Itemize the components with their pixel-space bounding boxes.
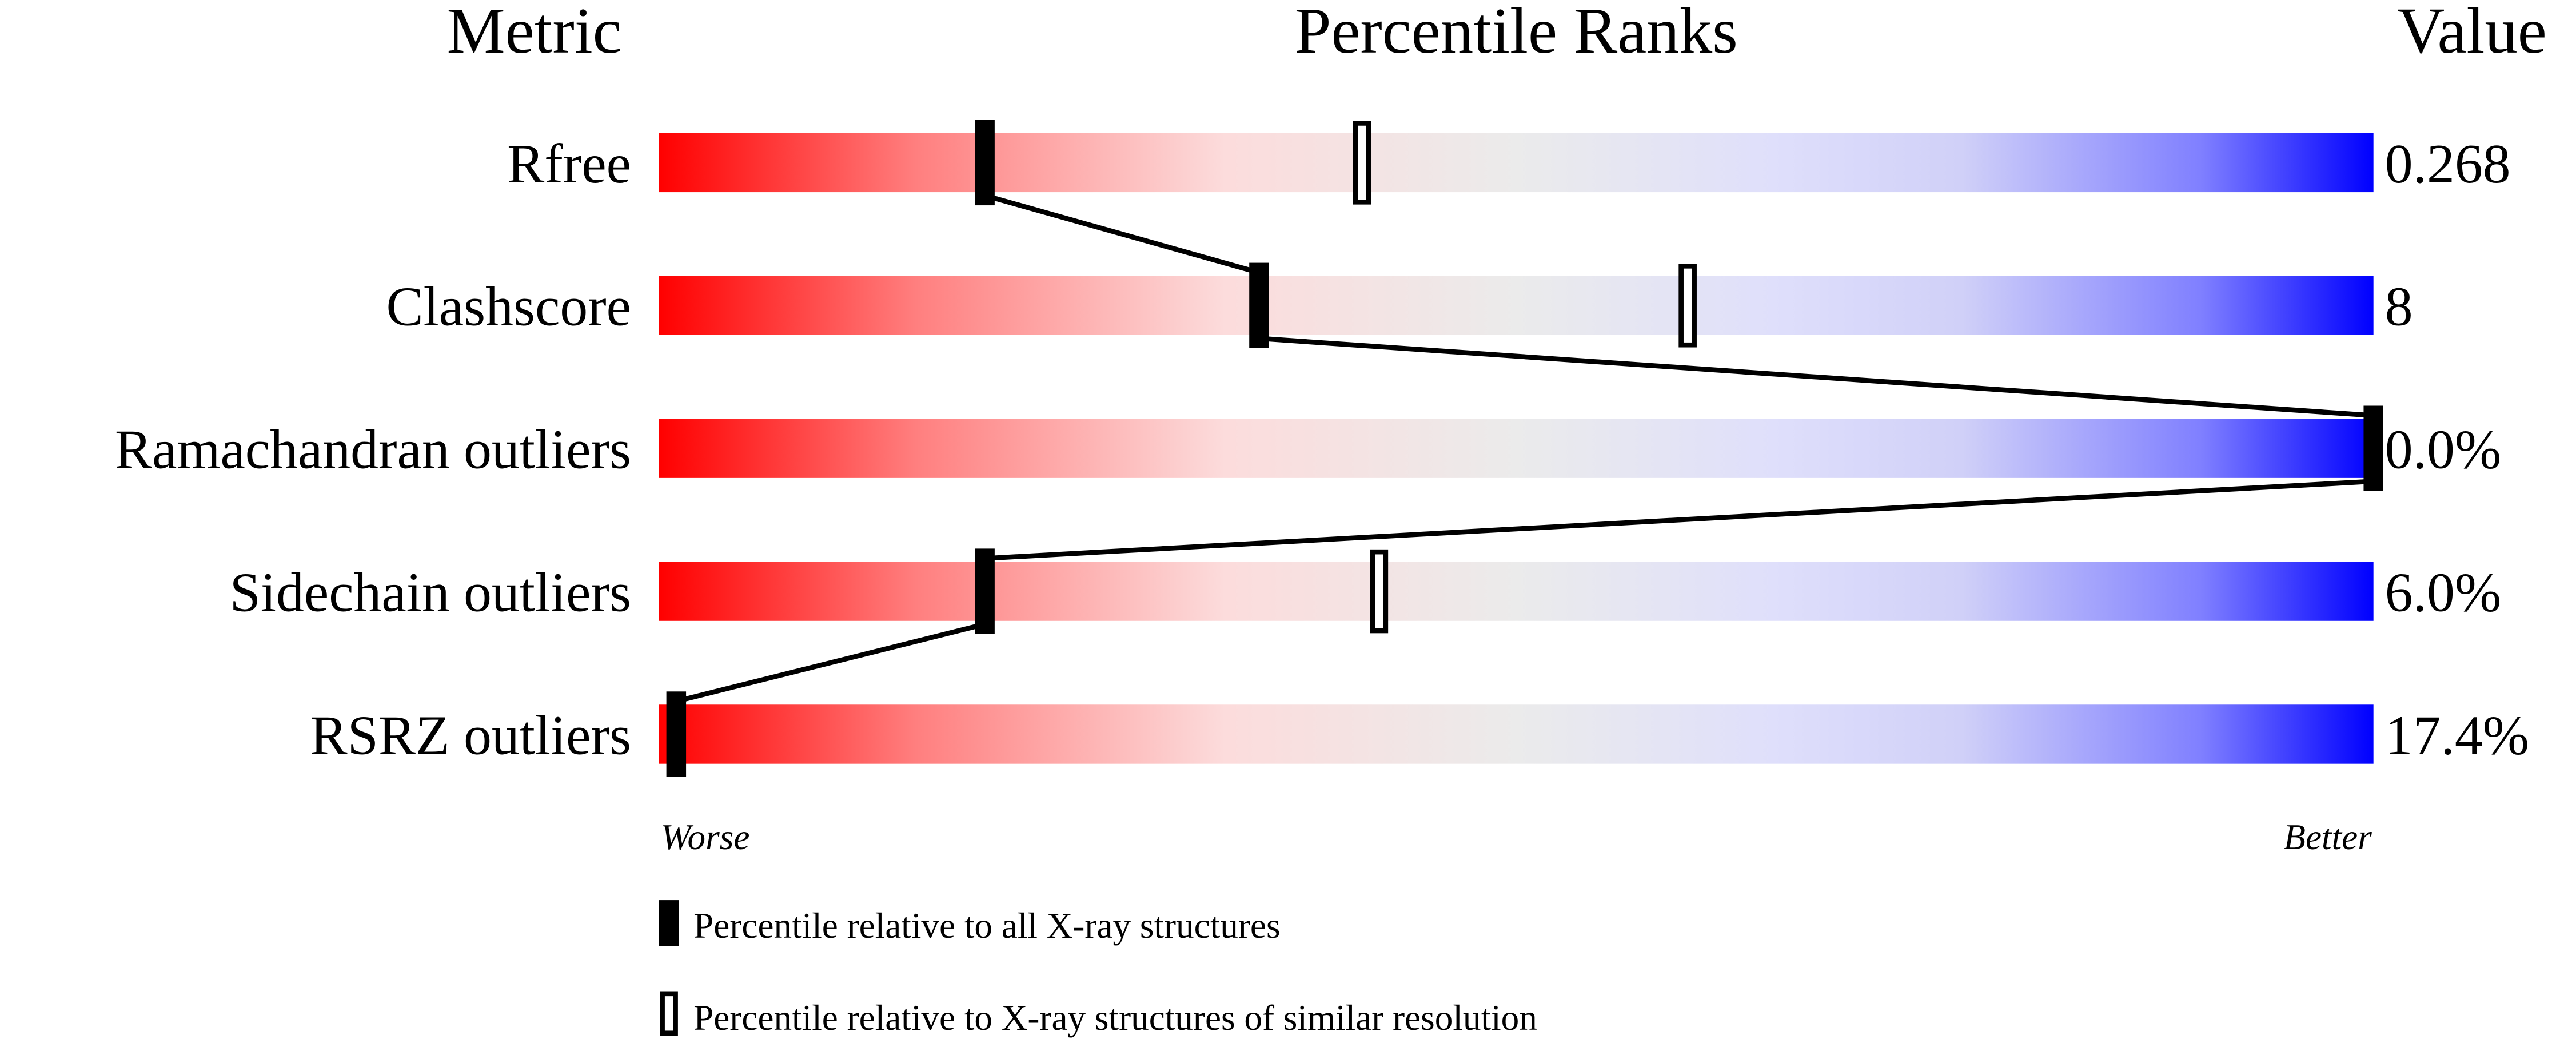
metric-value: 8 [2385,276,2413,338]
axis-worse-label: Worse [661,817,750,857]
header-value: Value [2397,0,2547,67]
metric-value: 6.0% [2385,562,2501,624]
legend-similar: Percentile relative to X-ray structures … [693,998,1537,1038]
connector-line [984,479,2374,561]
marker-all-structures [975,120,995,206]
metric-value: 0.268 [2385,133,2511,195]
marker-all-structures [975,548,995,634]
header-metric: Metric [446,0,621,67]
legend-open-marker-icon [660,991,678,1036]
metric-value: 17.4% [2385,704,2529,766]
marker-all-structures [666,691,687,777]
metric-label: RSRZ outliers [310,704,631,766]
marker-similar-resolution [1353,121,1371,205]
connector-line [984,193,1260,275]
connector-line [1259,336,2374,419]
metric-label: Sidechain outliers [230,562,631,624]
axis-better-label: Better [2283,817,2372,857]
marker-all-structures [1249,262,1269,348]
marker-similar-resolution [1370,549,1389,634]
marker-similar-resolution [1678,264,1697,348]
metric-value: 0.0% [2385,419,2501,481]
marker-all-structures [2363,405,2383,491]
percentile-bar [659,562,2374,621]
legend-all: Percentile relative to all X-ray structu… [693,906,1280,946]
percentile-bar [659,419,2374,478]
percentile-bar [659,276,2374,335]
percentile-bar [659,704,2374,764]
header-percentile-ranks: Percentile Ranks [1295,0,1738,67]
metric-label: Clashscore [386,276,632,338]
metric-label: Ramachandran outliers [115,419,631,481]
legend-filled-marker-icon [659,900,679,946]
metric-label: Rfree [507,133,631,195]
connector-line [675,622,986,704]
percentile-bar [659,133,2374,193]
